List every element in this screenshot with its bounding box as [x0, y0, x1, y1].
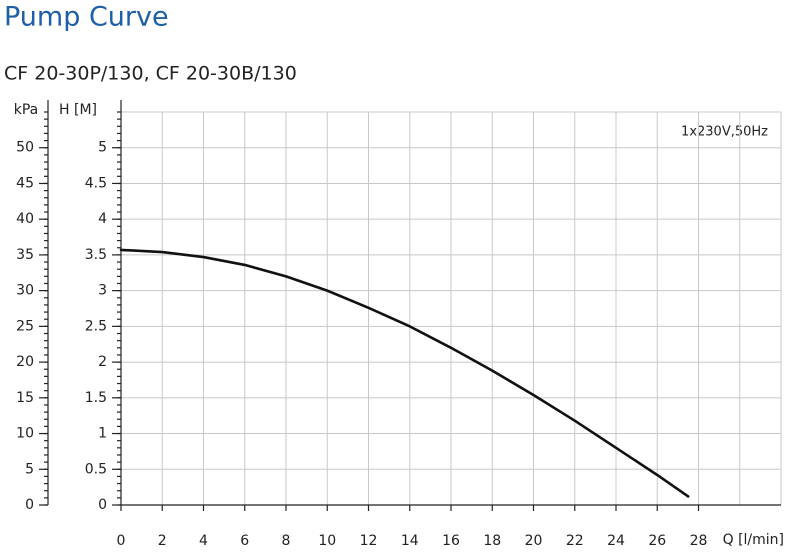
- y2-tick-label: 25: [16, 318, 34, 334]
- y2-tick-label: 50: [16, 140, 34, 156]
- y-tick-label: 3: [98, 283, 107, 299]
- curve: [119, 248, 690, 498]
- y2-tick-label: 30: [16, 283, 34, 299]
- y-tick-label: 2: [98, 354, 107, 370]
- y2-tick-label: 10: [16, 426, 34, 442]
- y2-tick-label: 0: [25, 497, 34, 513]
- x-tick-label: 10: [318, 533, 336, 549]
- y2-tick-label: 5: [25, 461, 34, 477]
- y-tick-label: 5: [98, 140, 107, 156]
- y-tick-label: 2.5: [85, 318, 107, 334]
- x-tick-label: 16: [442, 533, 460, 549]
- x-tick-label: 22: [566, 533, 584, 549]
- x-tick-label: 24: [607, 533, 625, 549]
- y2-tick-label: 20: [16, 354, 34, 370]
- x-tick-label: 2: [158, 533, 167, 549]
- y2-tick-label: 45: [16, 175, 34, 191]
- x-tick-label: 18: [483, 533, 501, 549]
- y2-tick-label: 15: [16, 390, 34, 406]
- y-axis-label: H [M]: [59, 102, 97, 118]
- chart-subtitle: CF 20-30P/130, CF 20-30B/130: [4, 63, 297, 85]
- x-tick-label: 20: [525, 533, 543, 549]
- annotation: 1x230V,50Hz: [681, 125, 768, 140]
- x-axis-label: Q [l/min]: [723, 532, 784, 548]
- y-tick-label: 0: [98, 497, 107, 513]
- x-tick-label: 28: [690, 533, 708, 549]
- x-tick-label: 8: [282, 533, 291, 549]
- y-tick-label: 4.5: [85, 175, 107, 191]
- x-tick-label: 14: [401, 533, 419, 549]
- y2-tick-label: 35: [16, 247, 34, 263]
- chart-title: Pump Curve: [4, 2, 169, 33]
- y2-tick-label: 40: [16, 211, 34, 227]
- y-tick-label: 1: [98, 426, 107, 442]
- x-tick-label: 0: [117, 533, 126, 549]
- y-tick-label: 4: [98, 211, 107, 227]
- y-tick-label: 0.5: [85, 461, 107, 477]
- x-tick-label: 12: [360, 533, 378, 549]
- x-tick-label: 6: [240, 533, 249, 549]
- y-tick-label: 1.5: [85, 390, 107, 406]
- x-tick-label: 26: [648, 533, 666, 549]
- y-tick-label: 3.5: [85, 247, 107, 263]
- y2-axis-label: kPa: [14, 102, 39, 118]
- x-tick-label: 4: [199, 533, 208, 549]
